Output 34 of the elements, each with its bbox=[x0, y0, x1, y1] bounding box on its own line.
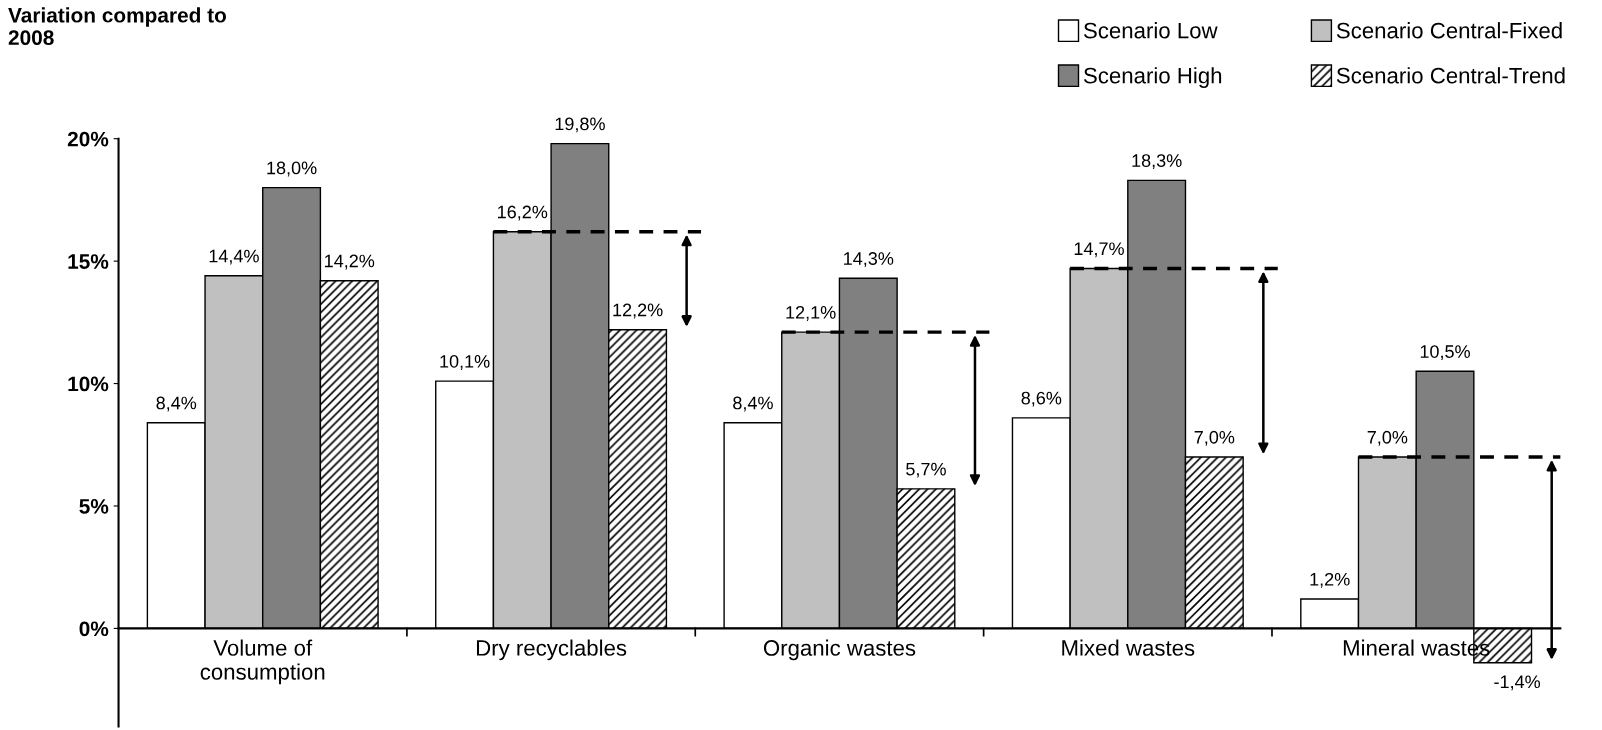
y-tick-label: 5% bbox=[79, 499, 109, 514]
x-tick-label: Volume of consumption bbox=[200, 639, 325, 685]
data-label: 14,3% bbox=[844, 252, 894, 268]
data-label: -1,4% bbox=[1494, 675, 1541, 691]
data-label: 12,2% bbox=[613, 303, 663, 319]
legend-label: Scenario Central-Trend bbox=[1336, 67, 1565, 84]
y-tick-label: 0% bbox=[79, 621, 109, 637]
data-label: 8,4% bbox=[156, 396, 197, 412]
data-label: 5,7% bbox=[906, 462, 946, 478]
y-tick-label: 20% bbox=[67, 131, 109, 147]
data-label: 18,3% bbox=[1132, 154, 1182, 170]
y-tick-label: 15% bbox=[68, 254, 109, 269]
data-label: 14,7% bbox=[1074, 242, 1124, 258]
data-label: 14,4% bbox=[209, 249, 259, 265]
data-label: 18,0% bbox=[267, 161, 317, 177]
data-label: 14,2% bbox=[325, 254, 375, 270]
x-tick-label: Mixed wastes bbox=[1062, 639, 1195, 656]
legend-label: Scenario Low bbox=[1083, 22, 1218, 39]
data-label: 8,6% bbox=[1021, 391, 1062, 407]
x-tick-label: Organic wastes bbox=[763, 639, 916, 661]
data-label: 1,2% bbox=[1310, 572, 1350, 588]
data-label: 16,2% bbox=[498, 205, 548, 221]
data-label: 10,5% bbox=[1420, 345, 1470, 361]
data-label: 7,0% bbox=[1367, 430, 1408, 446]
legend-label: Scenario Central-Fixed bbox=[1336, 22, 1562, 39]
legend-label: Scenario High bbox=[1083, 67, 1222, 88]
data-label: 7,0% bbox=[1194, 430, 1235, 446]
x-tick-label: Dry recyclables bbox=[476, 639, 627, 661]
data-label: 19,8% bbox=[555, 117, 605, 133]
y-tick-label: 10% bbox=[68, 376, 109, 392]
data-label: 12,1% bbox=[786, 305, 836, 321]
y-axis-title: Variation compared to 2008 bbox=[8, 7, 226, 46]
data-label: 8,4% bbox=[733, 396, 773, 412]
data-label: 10,1% bbox=[440, 354, 490, 370]
